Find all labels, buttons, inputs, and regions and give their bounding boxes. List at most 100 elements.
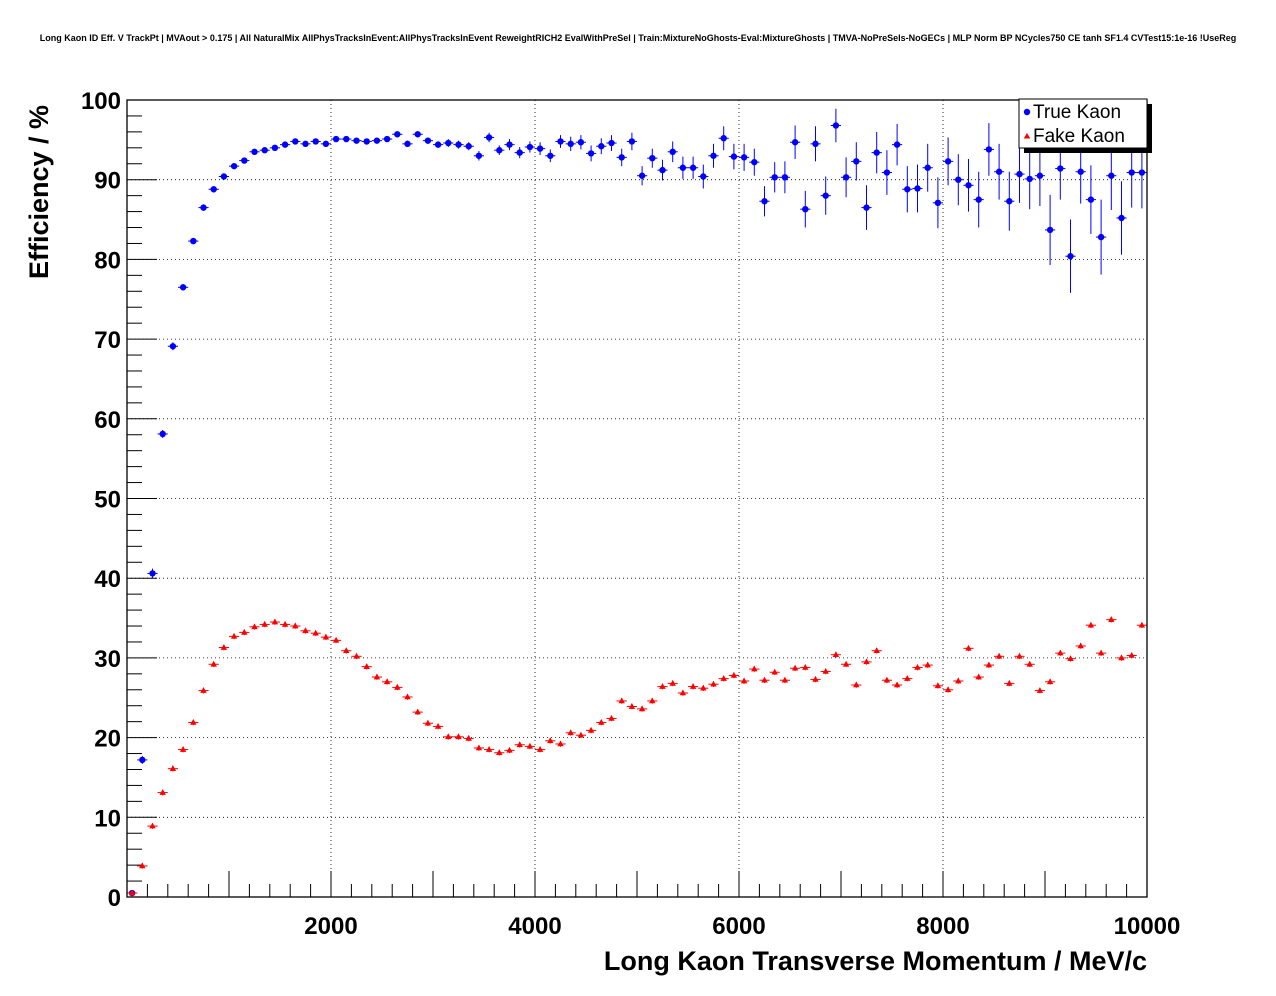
data-point — [700, 684, 707, 691]
data-point — [863, 658, 870, 665]
data-point — [312, 629, 319, 636]
data-point — [751, 158, 758, 166]
data-point — [679, 164, 687, 171]
data-point — [169, 765, 177, 771]
chart-title: Long Kaon ID Eff. V TrackPt | MVAout > 0… — [39, 33, 1237, 43]
data-point — [659, 166, 666, 174]
data-point — [475, 152, 483, 159]
data-point — [904, 675, 911, 681]
data-point — [159, 430, 166, 438]
data-point — [261, 147, 268, 154]
x-tick-label: 4000 — [508, 913, 561, 940]
data-point — [1128, 169, 1135, 176]
data-point — [618, 154, 625, 161]
plot-frame — [126, 99, 1148, 898]
data-point — [169, 343, 177, 350]
data-point — [404, 693, 411, 700]
data-point — [139, 862, 146, 869]
data-point — [230, 632, 238, 639]
data-point — [1046, 226, 1054, 234]
legend-label-fake-kaon: Fake Kaon — [1033, 126, 1125, 147]
y-tick-label: 50 — [94, 487, 121, 514]
data-point — [853, 158, 860, 165]
data-point — [873, 647, 880, 654]
data-point — [383, 678, 391, 685]
data-point — [414, 131, 421, 138]
data-point — [343, 647, 350, 654]
data-point — [1016, 170, 1023, 178]
data-point — [1138, 621, 1146, 628]
data-point — [516, 149, 523, 156]
data-point — [312, 138, 319, 145]
data-point — [210, 660, 217, 667]
data-point — [363, 663, 370, 669]
grid-lines — [127, 100, 1147, 897]
data-point — [414, 708, 421, 715]
data-point — [1077, 168, 1084, 175]
data-point — [1138, 169, 1146, 176]
data-point — [220, 173, 228, 180]
data-point — [394, 131, 401, 138]
data-point — [955, 677, 962, 684]
data-point — [1087, 196, 1095, 203]
data-point — [587, 150, 595, 157]
data-point — [526, 742, 534, 749]
data-point — [802, 205, 809, 213]
data-point — [740, 677, 748, 684]
data-point — [791, 664, 799, 671]
data-point — [1026, 660, 1033, 667]
data-point — [751, 665, 758, 672]
series-fake-kaon — [127, 616, 1147, 896]
data-point — [445, 139, 452, 147]
legend-label-true-kaon: True Kaon — [1033, 102, 1121, 123]
data-point — [944, 686, 952, 693]
data-point — [1097, 233, 1105, 241]
data-point — [812, 140, 819, 148]
x-tick-label: 8000 — [916, 913, 969, 940]
data-point — [383, 135, 391, 143]
data-point — [179, 284, 187, 291]
data-point — [1128, 652, 1135, 658]
legend: True Kaon Fake Kaon — [1018, 98, 1152, 153]
data-point — [485, 134, 493, 141]
data-point — [1026, 175, 1033, 183]
data-point — [649, 154, 656, 162]
data-point — [281, 620, 289, 627]
data-point — [496, 147, 503, 154]
data-point — [190, 237, 197, 245]
data-point — [700, 173, 707, 180]
data-point — [730, 671, 738, 678]
y-tick-label: 30 — [94, 646, 121, 673]
data-point — [781, 174, 789, 181]
data-point — [220, 644, 228, 650]
data-point — [802, 663, 809, 670]
data-point — [924, 164, 931, 171]
data-point — [455, 733, 462, 740]
axis-ticks — [126, 99, 1148, 898]
data-point — [689, 164, 697, 171]
data-point — [149, 822, 156, 829]
y-tick-label: 90 — [94, 168, 121, 195]
data-point — [720, 135, 727, 142]
data-point — [710, 152, 717, 159]
x-axis-title: Long Kaon Transverse Momentum / MeV/c — [604, 946, 1147, 976]
legend-marker-true-kaon — [1023, 108, 1031, 116]
data-point — [730, 153, 738, 160]
y-axis-title: Efficiency / % — [24, 105, 54, 279]
data-point — [241, 157, 248, 164]
data-point — [424, 137, 432, 144]
data-point — [506, 746, 513, 753]
data-point — [302, 627, 309, 634]
data-point — [1067, 655, 1074, 661]
data-point — [710, 680, 717, 687]
data-point — [547, 737, 554, 744]
data-point — [434, 141, 442, 148]
data-point — [516, 741, 523, 748]
data-point — [271, 618, 279, 625]
data-point — [934, 199, 942, 207]
data-point — [363, 138, 370, 145]
data-point — [292, 138, 299, 145]
data-point — [914, 185, 921, 192]
data-point — [373, 673, 381, 680]
data-point — [210, 186, 217, 193]
